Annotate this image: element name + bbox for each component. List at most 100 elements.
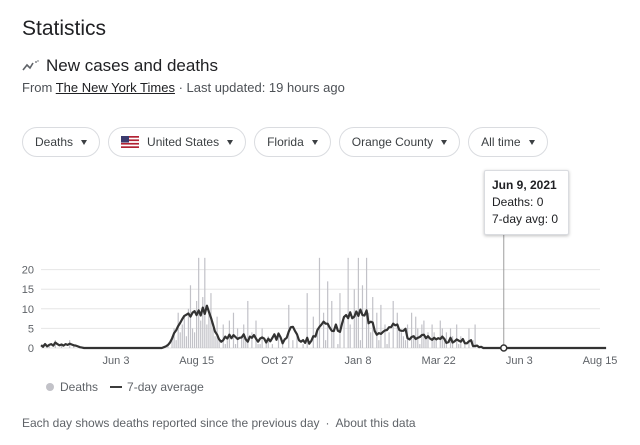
footer-note: Each day shows deaths reported since the… <box>22 416 416 430</box>
death-bar <box>386 344 388 348</box>
death-bar <box>193 332 196 348</box>
death-bar <box>224 344 226 348</box>
death-bar <box>339 293 341 348</box>
death-bar <box>380 304 382 348</box>
death-bar <box>378 340 380 348</box>
y-tick-label: 5 <box>28 323 34 335</box>
death-bar <box>333 332 335 348</box>
about-data-link[interactable]: About this data <box>335 416 416 430</box>
x-tick-label: Oct 27 <box>261 355 293 367</box>
death-bar <box>277 332 280 348</box>
death-bar <box>425 336 427 348</box>
death-bar <box>259 344 261 348</box>
death-bar <box>187 308 190 348</box>
x-tick-label: Mar 22 <box>422 355 456 367</box>
last-updated: · Last updated: 19 hours ago <box>178 80 345 95</box>
death-bar <box>435 340 437 348</box>
x-tick-label: Aug 15 <box>179 355 214 367</box>
death-bar <box>361 285 364 348</box>
death-bar <box>415 316 417 348</box>
death-bar <box>427 332 429 348</box>
death-bar <box>271 344 273 348</box>
avg-line <box>40 304 607 350</box>
death-bar <box>208 312 210 348</box>
caret-down-icon <box>528 139 535 145</box>
caret-down-icon <box>441 139 448 145</box>
time-range-dropdown[interactable]: All time <box>468 127 548 157</box>
death-bar <box>445 332 448 348</box>
county-label: Orange County <box>351 135 434 149</box>
death-bar <box>245 340 247 348</box>
time-range-label: All time <box>481 135 521 149</box>
deaths-chart[interactable]: 0 5 10 15 20 Jun 3 Aug 15 Oct 27 Jan 8 Mar 22 Jun … <box>0 168 640 373</box>
death-bar <box>316 328 319 348</box>
death-bar <box>232 312 235 348</box>
death-bar <box>306 293 308 348</box>
death-bar <box>396 312 398 348</box>
death-bar <box>318 257 321 348</box>
death-bar <box>376 312 378 348</box>
death-bar <box>419 344 421 348</box>
death-bar <box>175 340 177 348</box>
death-bar <box>257 344 259 348</box>
death-bar <box>474 324 476 348</box>
death-bar <box>468 328 470 348</box>
death-bar <box>384 324 386 348</box>
death-bar <box>398 328 400 348</box>
filter-chips: Deaths United States Florida Orange Coun… <box>22 127 548 157</box>
metric-label: Deaths <box>35 135 74 149</box>
death-bar <box>458 344 460 348</box>
death-bar <box>400 332 402 348</box>
metric-dropdown[interactable]: Deaths <box>22 127 101 157</box>
death-bar <box>464 344 466 348</box>
death-bar <box>365 257 368 348</box>
chart-legend: Deaths 7-day average <box>46 380 204 394</box>
source-link[interactable]: The New York Times <box>55 80 175 95</box>
y-tick-label: 10 <box>22 304 34 316</box>
y-tick-label: 20 <box>22 265 34 277</box>
death-bar <box>357 257 359 348</box>
death-bar <box>347 257 349 348</box>
legend-dot-deaths <box>46 383 54 391</box>
death-bar <box>322 312 325 348</box>
section-header: New cases and deaths <box>22 56 218 76</box>
death-bar <box>234 344 237 348</box>
death-bar <box>439 320 441 348</box>
death-bar <box>370 332 372 348</box>
tooltip-date: Jun 9, 2021 <box>492 178 557 192</box>
death-bar <box>325 340 327 348</box>
death-bar <box>204 257 206 348</box>
tooltip-deaths: Deaths: 0 <box>492 195 544 209</box>
x-tick-label: Jun 3 <box>103 355 130 367</box>
legend-label-avg: 7-day average <box>127 380 204 394</box>
death-bar <box>327 281 329 348</box>
death-bar <box>265 340 267 348</box>
death-bar <box>181 324 183 348</box>
death-bar <box>206 324 208 348</box>
death-bar <box>288 304 290 348</box>
death-bar <box>212 328 214 348</box>
death-bar <box>222 324 224 348</box>
death-bar <box>218 340 220 348</box>
death-bar <box>355 312 357 348</box>
death-bar <box>196 300 198 348</box>
county-dropdown[interactable]: Orange County <box>338 127 461 157</box>
death-bar <box>359 340 362 348</box>
death-bar <box>267 336 269 348</box>
country-dropdown[interactable]: United States <box>108 127 247 157</box>
death-bar <box>353 289 355 348</box>
death-bar <box>173 328 175 348</box>
x-tick-label: Jan 8 <box>345 355 372 367</box>
death-bar <box>296 336 298 348</box>
death-bar <box>202 297 204 348</box>
source-line: From The New York Times · Last updated: … <box>22 80 345 95</box>
death-bar <box>214 336 216 348</box>
death-bar <box>255 320 257 348</box>
hover-point <box>500 344 508 352</box>
death-bar <box>251 332 253 348</box>
death-bar <box>179 332 181 348</box>
footer-separator: · <box>325 416 330 430</box>
caret-down-icon <box>311 139 318 145</box>
state-dropdown[interactable]: Florida <box>254 127 331 157</box>
tooltip-avg: 7-day avg: 0 <box>492 212 559 226</box>
